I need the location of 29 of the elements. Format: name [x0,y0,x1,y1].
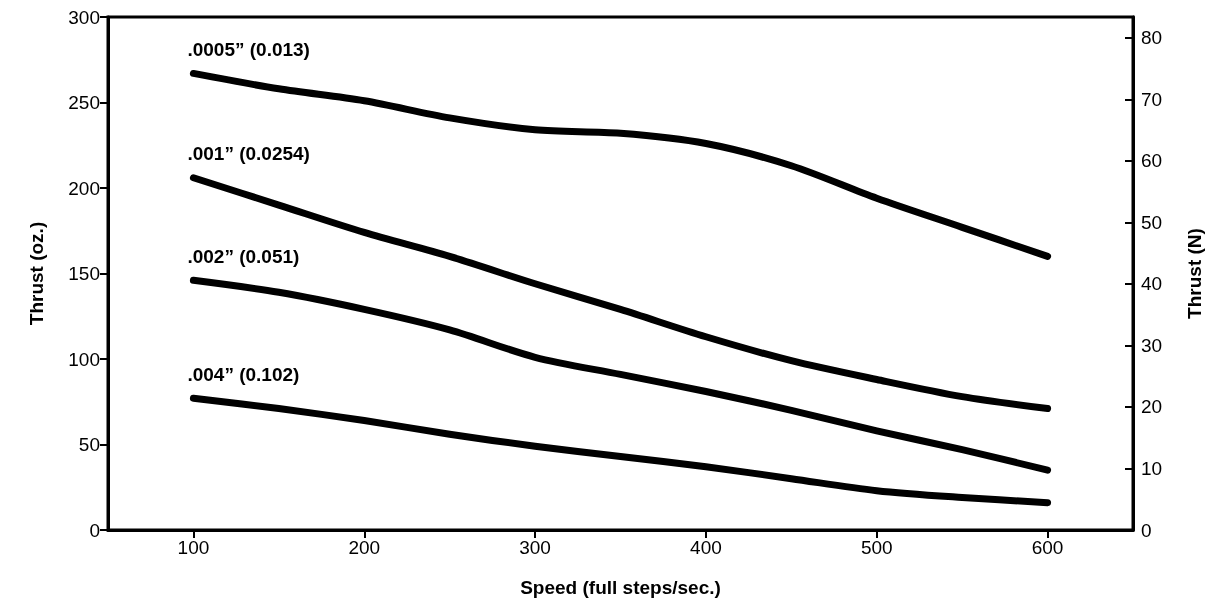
y-tick-label: 300 [68,6,100,28]
y-tick-label: 250 [68,92,100,113]
x-tick-label: 200 [348,537,381,558]
x-tick-label: 600 [1031,537,1064,558]
x-tick-label: 400 [690,537,722,558]
y-tick-label: 100 [68,348,100,370]
series-label: .0005” (0.013) [187,38,310,60]
y-axis-title: Thrust (oz.) [26,221,47,326]
y2-axis-title: Thrust (N) [1184,228,1205,319]
series-label: .001” (0.0254) [187,143,310,165]
y2-tick-label: 20 [1141,396,1163,418]
y-tick-label: 200 [68,177,100,199]
y2-tick-label: 40 [1141,273,1163,295]
y2-tick-label: 60 [1141,150,1163,172]
x-tick-label: 100 [177,537,210,558]
y2-tick-label: 70 [1141,88,1163,110]
x-axis-title: Speed (full steps/sec.) [520,577,721,598]
y2-tick-label: 30 [1141,334,1163,356]
y2-tick-label: 80 [1141,27,1163,49]
y2-tick-label: 10 [1141,457,1163,479]
y-tick-label: 50 [78,434,100,455]
y2-tick-label: 50 [1141,211,1163,233]
y-tick-label: 150 [68,263,100,284]
y-tick-label: 0 [89,519,100,541]
y2-tick-label: 0 [1141,519,1152,541]
x-tick-label: 300 [519,537,551,558]
series-label: .004” (0.102) [187,363,300,385]
x-tick-label: 500 [860,537,893,558]
series-label: .002” (0.051) [187,245,300,267]
